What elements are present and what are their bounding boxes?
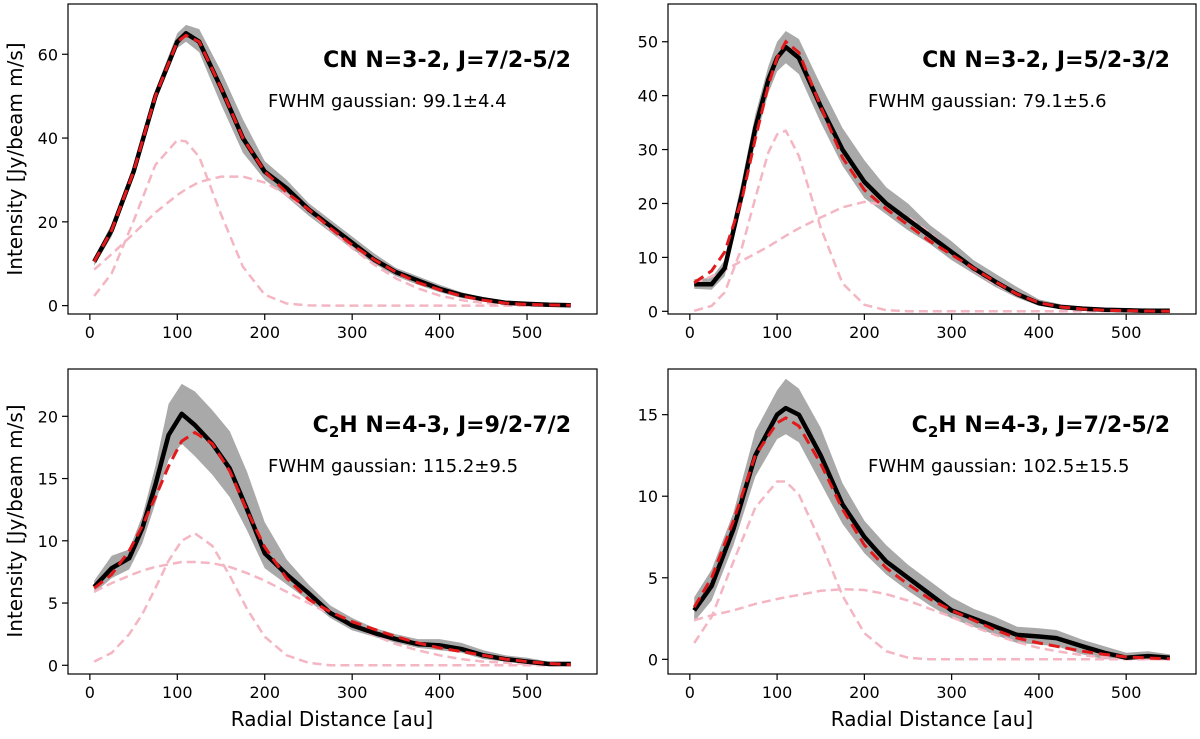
y-tick-label: 15 xyxy=(38,470,58,489)
y-tick-label: 10 xyxy=(638,248,658,267)
x-tick-label: 400 xyxy=(1024,683,1055,702)
x-tick-label: 0 xyxy=(85,683,95,702)
plot-area xyxy=(693,31,1170,314)
x-tick-label: 100 xyxy=(162,683,193,702)
gaussian-component-2 xyxy=(693,587,1170,661)
title-subscript: 2 xyxy=(928,423,938,441)
y-tick-label: 10 xyxy=(38,532,58,551)
x-tick-label: 400 xyxy=(424,323,455,342)
x-tick-label: 300 xyxy=(337,683,368,702)
fit-line xyxy=(93,430,571,667)
title-part: C xyxy=(912,413,928,438)
plot-area xyxy=(92,383,571,667)
y-tick-label: 50 xyxy=(638,33,658,52)
y-tick-label: 15 xyxy=(638,406,658,425)
x-tick-label: 200 xyxy=(249,323,280,342)
x-tick-label: 100 xyxy=(762,683,793,702)
panel-4: 0 100 200 300 400 500 0 5 10 15 C2H N=4-3, J=7/2-5… xyxy=(638,368,1197,702)
y-tick-label: 30 xyxy=(638,141,658,160)
x-tick-label: 500 xyxy=(1111,323,1142,342)
panel-2: 0 100 200 300 400 500 0 10 20 30 40 50 CN N=3-2, J=5… xyxy=(638,3,1197,342)
fwhm-annotation: FWHM gaussian: 115.2±9.5 xyxy=(268,456,518,477)
y-axis-label: Intensity [Jy/beam m/s] xyxy=(3,404,27,637)
x-tick-label: 0 xyxy=(685,323,695,342)
y-tick-label: 5 xyxy=(648,569,658,588)
x-tick-label: 100 xyxy=(162,323,193,342)
gaussian-component-1 xyxy=(93,138,571,307)
axes-frame xyxy=(667,368,1197,675)
title-part: CN N=3-2, J=5/2-3/2 xyxy=(922,48,1170,73)
gaussian-component-2 xyxy=(93,560,571,667)
x-tick-label: 200 xyxy=(849,683,880,702)
fwhm-annotation: FWHM gaussian: 79.1±5.6 xyxy=(868,91,1107,112)
title-part: CN N=3-2, J=7/2-5/2 xyxy=(323,48,571,73)
y-tick-label: 5 xyxy=(48,594,58,613)
fit-line xyxy=(92,33,571,307)
y-tick-label: 0 xyxy=(48,656,58,675)
axes-frame xyxy=(67,3,598,315)
x-tick-label: 0 xyxy=(85,323,95,342)
x-tick-label: 500 xyxy=(512,683,543,702)
panel-title: CN N=3-2, J=7/2-5/2 xyxy=(323,48,571,73)
panel-1: 0 100 200 300 400 500 0 20 40 60 CN N=3-2, J=7/2-5… xyxy=(38,3,598,342)
gaussian-component-2 xyxy=(93,175,571,307)
x-tick-label: 200 xyxy=(249,683,280,702)
fit-line xyxy=(692,416,1170,661)
data-profile-line xyxy=(694,44,1170,314)
fwhm-annotation: FWHM gaussian: 99.1±4.4 xyxy=(268,91,507,112)
y-tick-label: 20 xyxy=(38,213,58,232)
plot-area xyxy=(92,24,571,308)
y-axis-label: Intensity [Jy/beam m/s] xyxy=(3,42,27,275)
title-part: H N=4-3, J=9/2-7/2 xyxy=(339,413,571,438)
y-tick-label: 20 xyxy=(38,407,58,426)
x-tick-label: 300 xyxy=(936,683,967,702)
axes-frame xyxy=(67,368,598,675)
title-part: H N=4-3, J=7/2-5/2 xyxy=(938,413,1170,438)
title-part: C xyxy=(313,413,329,438)
y-tick-label: 40 xyxy=(38,129,58,148)
panel-title: CN N=3-2, J=5/2-3/2 xyxy=(922,48,1170,73)
y-tick-label: 60 xyxy=(38,45,58,64)
y-tick-label: 0 xyxy=(48,297,58,316)
x-tick-label: 300 xyxy=(936,323,967,342)
uncertainty-band xyxy=(694,31,1170,312)
y-tick-label: 20 xyxy=(638,194,658,213)
x-axis-label: Radial Distance [au] xyxy=(831,707,1033,731)
x-tick-label: 200 xyxy=(849,323,880,342)
fwhm-annotation: FWHM gaussian: 102.5±15.5 xyxy=(868,456,1129,477)
x-tick-label: 400 xyxy=(1024,323,1055,342)
fit-line xyxy=(693,39,1170,313)
x-tick-label: 400 xyxy=(424,683,455,702)
gaussian-component-1 xyxy=(693,129,1170,313)
y-tick-label: 0 xyxy=(648,302,658,321)
axes-frame xyxy=(667,3,1197,315)
panel-3: 0 100 200 300 400 500 0 5 10 15 20 C2H N=4-3, J=9/2… xyxy=(38,368,598,702)
uncertainty-band xyxy=(94,383,571,666)
panel-title: C2H N=4-3, J=7/2-5/2 xyxy=(912,413,1170,441)
x-tick-label: 300 xyxy=(337,323,368,342)
plot-area xyxy=(692,378,1170,661)
data-profile-line xyxy=(92,31,571,308)
gaussian-component-1 xyxy=(693,480,1170,661)
x-tick-label: 100 xyxy=(762,323,793,342)
y-tick-label: 10 xyxy=(638,487,658,506)
x-tick-label: 500 xyxy=(512,323,543,342)
panel-title: C2H N=4-3, J=9/2-7/2 xyxy=(313,413,571,441)
gaussian-component-2 xyxy=(693,200,1170,313)
x-tick-label: 0 xyxy=(685,683,695,702)
title-subscript: 2 xyxy=(329,423,339,441)
gaussian-component-1 xyxy=(93,531,571,667)
data-profile-line xyxy=(92,411,571,667)
y-tick-label: 40 xyxy=(638,87,658,106)
x-tick-label: 500 xyxy=(1111,683,1142,702)
y-tick-label: 0 xyxy=(648,650,658,669)
data-profile-line xyxy=(692,405,1170,660)
x-axis-label: Radial Distance [au] xyxy=(231,707,433,731)
